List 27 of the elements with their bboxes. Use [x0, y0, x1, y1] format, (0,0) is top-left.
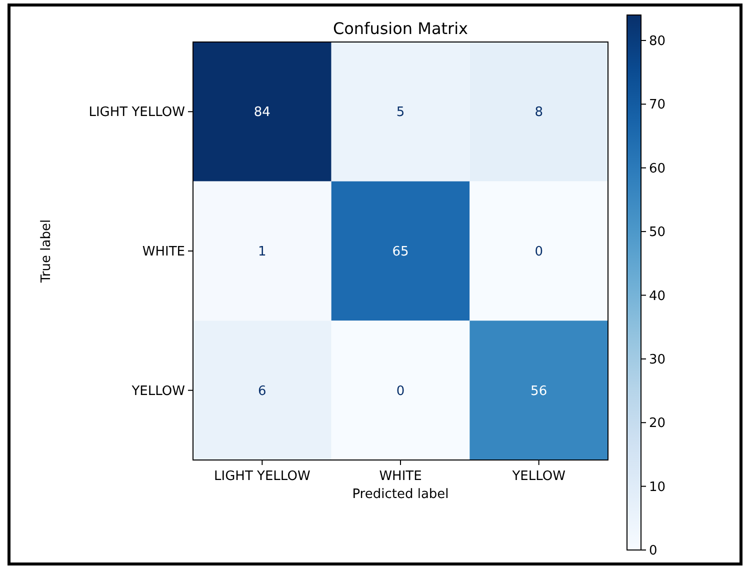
data-label: 65 [392, 244, 409, 260]
data-label: 56 [530, 384, 548, 399]
color-bar-label: 70 [649, 98, 666, 113]
color-bar-label: 0 [649, 544, 658, 559]
data-label: 8 [534, 105, 543, 120]
y-tick-label: LIGHT YELLOW [88, 105, 186, 120]
data-label: 1 [258, 244, 266, 260]
data-label: 6 [258, 384, 266, 399]
x-tick-label: WHITE [379, 469, 422, 484]
x-tick-label: LIGHT YELLOW [214, 469, 310, 484]
y-tick-label: WHITE [142, 244, 185, 260]
color-bar-label: 20 [649, 416, 666, 432]
color-bar-label: 60 [649, 161, 666, 176]
x-tick-label: YELLOW [511, 469, 566, 484]
color-bar-label: 30 [649, 352, 666, 368]
data-label: 0 [534, 244, 543, 260]
color-bar-label: 50 [649, 225, 666, 240]
data-label: 84 [254, 105, 270, 120]
color-bar-label: 40 [649, 288, 666, 304]
y-axis-title: True label [39, 219, 54, 284]
color-bar-label: 80 [649, 34, 666, 50]
x-axis-title: Predicted label [352, 487, 449, 502]
data-label: 0 [396, 384, 405, 399]
color-bar-label: 10 [649, 480, 666, 495]
data-label: 5 [396, 105, 405, 120]
chart-title: Confusion Matrix [332, 19, 468, 38]
y-tick-label: YELLOW [130, 384, 186, 399]
